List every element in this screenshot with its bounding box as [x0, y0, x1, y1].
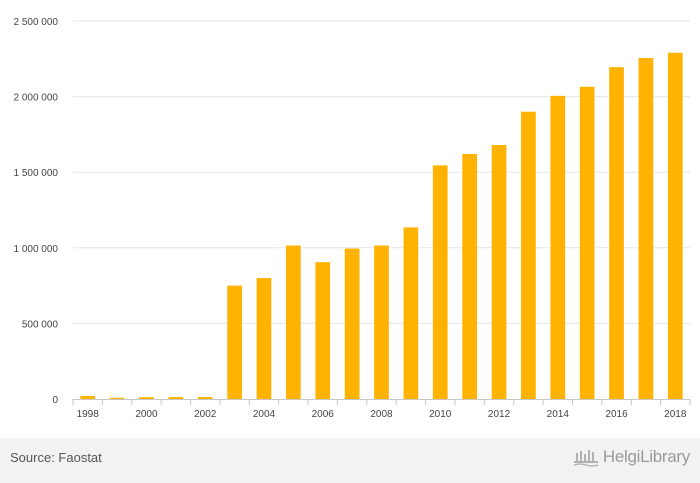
bar [139, 397, 154, 399]
bar [374, 245, 389, 399]
helgilibrary-logo[interactable]: HelgiLibrary [573, 447, 690, 467]
bar [197, 397, 213, 399]
bar [521, 111, 536, 399]
bar [667, 52, 683, 399]
bar [315, 262, 331, 399]
x-tick-label: 2006 [312, 409, 335, 420]
bar [80, 395, 96, 399]
bars [80, 52, 683, 400]
y-tick-label: 2 000 000 [14, 93, 59, 104]
chart-footer: Source: Faostat HelgiLibrary [0, 438, 700, 483]
bar [432, 165, 448, 399]
bar [462, 154, 477, 399]
bar [550, 95, 566, 400]
y-tick-label: 500 000 [22, 319, 59, 330]
bar [609, 67, 624, 399]
x-tick-label: 2004 [253, 409, 276, 420]
x-tick-label: 2014 [547, 409, 570, 420]
x-tick-label: 2002 [194, 409, 217, 420]
x-tick-label: 2012 [488, 409, 511, 420]
x-tick-label: 2010 [429, 409, 452, 420]
y-axis: 0 500 000 1 000 000 1 500 000 2 000 000 2 500… [14, 17, 59, 406]
y-tick-label: 0 [52, 395, 58, 406]
x-tick-label: 2018 [664, 409, 687, 420]
bar [227, 285, 242, 399]
source-label: Source: Faostat [10, 450, 102, 465]
bar [286, 245, 301, 399]
bar [344, 248, 360, 399]
bar [109, 397, 125, 399]
y-tick-label: 1 500 000 [14, 168, 59, 179]
x-tick-label: 2000 [135, 409, 158, 420]
x-tick-label: 2008 [370, 409, 393, 420]
x-tick-label: 2016 [605, 409, 628, 420]
y-tick-label: 2 500 000 [14, 17, 59, 28]
bar [491, 144, 507, 399]
bar [579, 86, 595, 399]
bar [256, 278, 272, 399]
bar [403, 227, 419, 399]
x-axis: 1998 2000 2002 2004 2006 2008 2010 2012 2014 2016… [72, 399, 691, 420]
x-tick-label: 1998 [77, 409, 100, 420]
y-tick-label: 1 000 000 [14, 244, 59, 255]
bar [638, 58, 654, 399]
bar [168, 397, 184, 399]
library-icon [573, 450, 599, 467]
bar-chart: 0 500 000 1 000 000 1 500 000 2 000 000 2 500… [14, 17, 691, 420]
brand-name: HelgiLibrary [602, 447, 690, 466]
